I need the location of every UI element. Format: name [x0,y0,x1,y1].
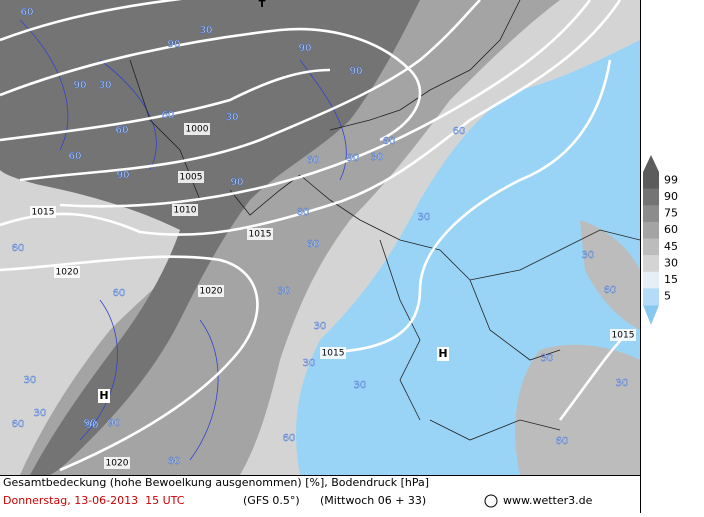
cloud-label: 90 [84,418,97,429]
high-marker-bg [437,347,449,361]
isobar-label-bg [198,285,224,297]
isobar-label-bg [247,228,273,240]
isobar-label-bg [30,206,56,218]
cloud-label: 60 [12,419,25,430]
legend-swatch [643,255,659,273]
isobar-label-bg [320,347,346,359]
map [0,0,641,475]
isobar-label-bg [184,123,210,135]
cloud-label: 30 [616,378,629,389]
legend-level: 60 [664,223,678,236]
legend-level: 30 [664,256,678,269]
cloud-label: 60 [69,151,82,162]
legend-swatch [643,188,659,206]
footer-source: www.wetter3.de [503,494,593,507]
cloud-label: 30 [418,212,431,223]
isobar-label-bg [54,266,80,278]
legend-arrow-top [643,155,659,172]
cloud-label: 30 [278,286,291,297]
isobar-label-bg [178,171,204,183]
cloud-label: 90 [74,80,87,91]
legend-swatch [643,172,659,190]
cloud-label: 60 [307,155,320,166]
isobar-label-bg [172,204,198,216]
cloud-label: 60 [113,288,126,299]
isobar-label: 1015 [32,208,55,218]
cloud-label: 90 [347,153,360,164]
cloud-label: 60 [116,125,129,136]
cloud-label: 60 [556,436,569,447]
cloud-area-dark [0,0,420,475]
cloud-label: 90 [231,177,244,188]
country-border [129,0,641,441]
legend-level: 5 [664,290,671,303]
cloud-label: 90 [108,418,121,429]
legend-swatch [643,205,659,223]
cloud-label: 30 [541,353,554,364]
legend-swatch [643,238,659,256]
cloud-label: 60 [604,285,617,296]
cloud-label: 90 [350,66,363,77]
isobar-label: 1020 [200,287,223,297]
cloud-label: 60 [297,207,310,218]
cloud-label: 60 [168,456,181,467]
cloud-label: 30 [226,112,239,123]
cloud-label: 30 [354,380,367,391]
cloud-label: 90 [86,420,99,431]
isobar-label: 1005 [180,173,203,183]
cloud-label: 60 [21,7,34,18]
legend-level: 45 [664,240,678,253]
footer-description: Gesamtbedeckung (hohe Bewoelkung ausgeno… [3,476,429,489]
isobar-label-bg [610,329,636,341]
cloud-label: 30 [34,408,47,419]
cloud-area-east [580,220,640,330]
cloud-label: 60 [453,126,466,137]
legend-level: 90 [664,190,678,203]
cloud-area-southeast [515,344,640,475]
cloud-label: 60 [162,110,175,121]
cloud-label: 30 [99,80,112,91]
cloud-label: 60 [307,239,320,250]
isobar-label: 1000 [186,125,209,135]
legend-arrow-bottom [643,305,659,325]
isobar-label: 1010 [174,206,197,216]
cloud-label: 60 [283,433,296,444]
cloud-label: 60 [383,136,396,147]
legend-level: 15 [664,273,678,286]
legend [643,155,659,325]
footer-date: Donnerstag, 13-06-2013 15 UTC [3,494,185,507]
cloud-label: 30 [303,358,316,369]
footer-model: (GFS 0.5°) [243,494,300,507]
isobar [0,0,631,472]
high-marker: H [99,389,108,402]
isobar-label: 1015 [322,349,345,359]
cloud-label: 90 [117,170,130,181]
isobar-label: 1020 [106,459,129,469]
cloud-label: 30 [371,152,384,163]
copyright-icon [484,494,498,508]
cloud-label: 90 [299,43,312,54]
legend-level: 75 [664,207,678,220]
cloud-label: 30 [200,25,213,36]
legend-level: 99 [664,173,678,186]
footer-run: (Mittwoch 06 + 33) [320,494,426,507]
isobar-label-bg [104,457,130,469]
marker-top: T [259,0,266,10]
cloud-label: 30 [24,375,37,386]
high-marker: H [438,347,447,360]
high-marker-bg [98,389,110,403]
legend-swatch [643,288,659,306]
cloud-label: 30 [314,321,327,332]
cloud-label: 90 [168,39,181,50]
legend-swatch [643,221,659,239]
legend-swatch [643,271,659,289]
isobar-label: 1020 [56,268,79,278]
isobar-label: 1015 [612,331,635,341]
cloud-label: 30 [582,250,595,261]
isobar-label: 1015 [249,230,272,240]
cloud-label: 60 [12,243,25,254]
